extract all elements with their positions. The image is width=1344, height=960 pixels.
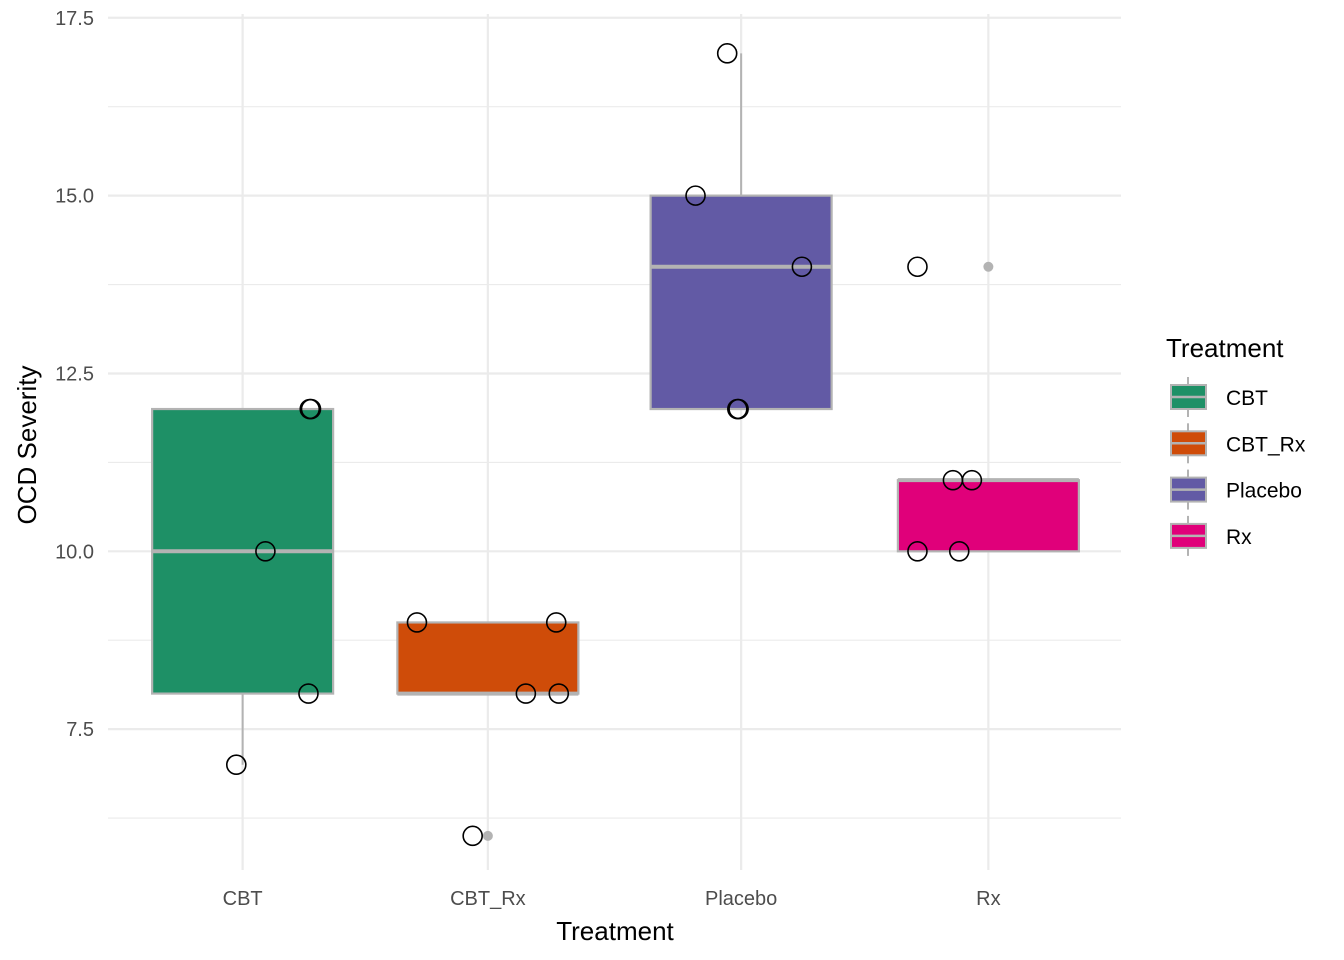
data-point [685, 185, 706, 206]
boxes [151, 53, 1080, 841]
data-point [716, 43, 738, 64]
data-point [406, 612, 428, 633]
y-tick-labels: 7.5 10.0 12.5 15.0 17.5 [55, 8, 94, 741]
legend-label: Placebo [1226, 480, 1302, 503]
data-point [948, 541, 970, 562]
points [225, 43, 983, 847]
legend: Treatment CBT CBT_Rx Placebo Rx [1166, 333, 1306, 556]
data-point [299, 398, 321, 420]
data-point [225, 754, 247, 776]
y-tick-label: 10.0 [55, 541, 94, 563]
y-tick-label: 15.0 [55, 186, 94, 208]
data-point [462, 825, 483, 847]
x-tick-label: CBT [223, 888, 263, 910]
data-point [515, 683, 537, 704]
x-axis-title: Treatment [556, 916, 674, 946]
data-point [548, 683, 570, 704]
legend-label: CBT [1226, 387, 1268, 410]
data-point [961, 469, 983, 491]
x-tick-label: Rx [976, 888, 1000, 910]
legend-label: Rx [1226, 526, 1252, 549]
x-tick-labels: CBT CBT_Rx Placebo Rx [223, 888, 1001, 910]
y-tick-label: 17.5 [55, 8, 94, 30]
data-point [791, 256, 813, 278]
box-Rx [896, 479, 1080, 553]
legend-title: Treatment [1166, 333, 1284, 363]
outlier-point [983, 261, 994, 272]
outlier-point [482, 830, 493, 841]
legend-label: CBT_Rx [1226, 433, 1306, 456]
data-point [255, 541, 276, 562]
data-point [545, 612, 567, 633]
data-point [907, 541, 928, 562]
x-tick-label: CBT_Rx [450, 888, 526, 910]
box-Placebo [649, 194, 833, 411]
y-axis-title: OCD Severity [12, 366, 42, 525]
box-CBT_Rx [396, 621, 580, 695]
y-tick-label: 7.5 [66, 719, 94, 741]
x-tick-label: Placebo [705, 888, 777, 910]
data-point [728, 398, 749, 420]
y-tick-label: 12.5 [55, 363, 94, 385]
data-point [907, 256, 928, 278]
data-point [298, 683, 319, 704]
